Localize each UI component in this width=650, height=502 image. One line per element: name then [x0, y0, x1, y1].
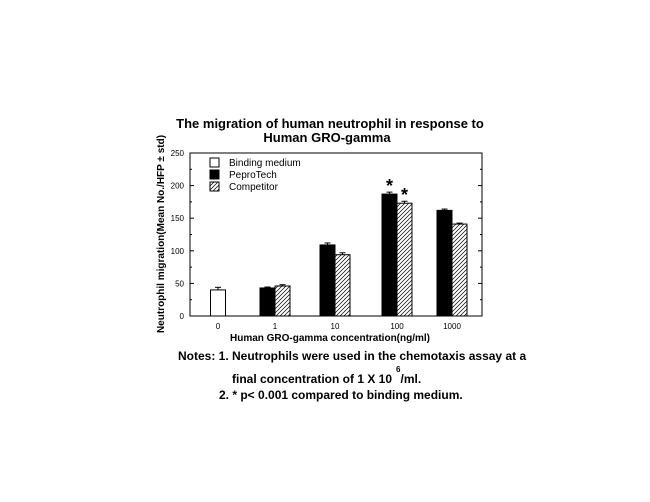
legend-label-binding-medium: Binding medium: [229, 158, 301, 169]
legend-label-peprotech: PeproTech: [229, 170, 277, 181]
bar-competitor-1000: [451, 223, 468, 317]
chart-title-line-1: The migration of human neutrophil in res…: [176, 116, 484, 131]
y-axis-label: Neutrophil migration(Mean No./HFP ± std): [156, 135, 167, 333]
bar-competitor-10: [334, 254, 351, 317]
y-tick-label: 100: [171, 247, 185, 256]
note-line-2: final concentration of 1 X 106/ml.: [178, 365, 638, 387]
note-line-3: 2. * p< 0.001 compared to binding medium…: [219, 388, 463, 402]
bar-peprotech-1: [259, 287, 276, 317]
y-tick-label: 250: [171, 149, 185, 158]
x-tick-label-100: 100: [390, 322, 404, 331]
legend-swatch-binding-medium: [209, 157, 220, 168]
note-line-2-unit: /ml.: [400, 372, 422, 386]
notes: Notes: 1. Neutrophils were used in the c…: [178, 348, 638, 403]
significance-mark-2: *: [401, 185, 408, 205]
legend-swatch-peprotech: [209, 169, 220, 180]
x-tick-label-1000: 1000: [443, 322, 461, 331]
bar-peprotech-1000: [436, 209, 453, 317]
bar-peprotech-100: [381, 193, 398, 317]
bar-peprotech-10: [319, 244, 336, 317]
y-tick-label: 150: [171, 214, 185, 223]
legend-swatch-competitor: [209, 181, 220, 192]
note-line-1: Notes: 1. Neutrophils were used in the c…: [178, 349, 527, 363]
x-axis-label: Human GRO-gamma concentration(ng/ml): [230, 333, 430, 344]
y-tick-label: 50: [175, 279, 184, 288]
bar-competitor-1: [274, 285, 291, 317]
x-tick-label-0: 0: [216, 322, 221, 331]
bar-competitor-100: [396, 202, 413, 317]
bar-binding-medium-0: [210, 289, 226, 317]
legend-label-competitor: Competitor: [229, 182, 279, 193]
note-exponent: 6: [396, 365, 401, 374]
significance-mark-1: *: [386, 176, 393, 196]
y-axis: 0 50 100 150 200 250: [171, 149, 482, 321]
significance-marks: * *: [386, 176, 408, 205]
note-line-2-text: final concentration of 1 X 10: [232, 372, 393, 386]
bars: [210, 193, 468, 317]
y-tick-label: 200: [171, 182, 185, 191]
chart-title-line-2: Human GRO-gamma: [263, 130, 391, 145]
error-bars: [215, 191, 463, 290]
x-tick-label-1: 1: [273, 322, 278, 331]
y-tick-label: 0: [180, 312, 185, 321]
x-tick-label-10: 10: [331, 322, 340, 331]
